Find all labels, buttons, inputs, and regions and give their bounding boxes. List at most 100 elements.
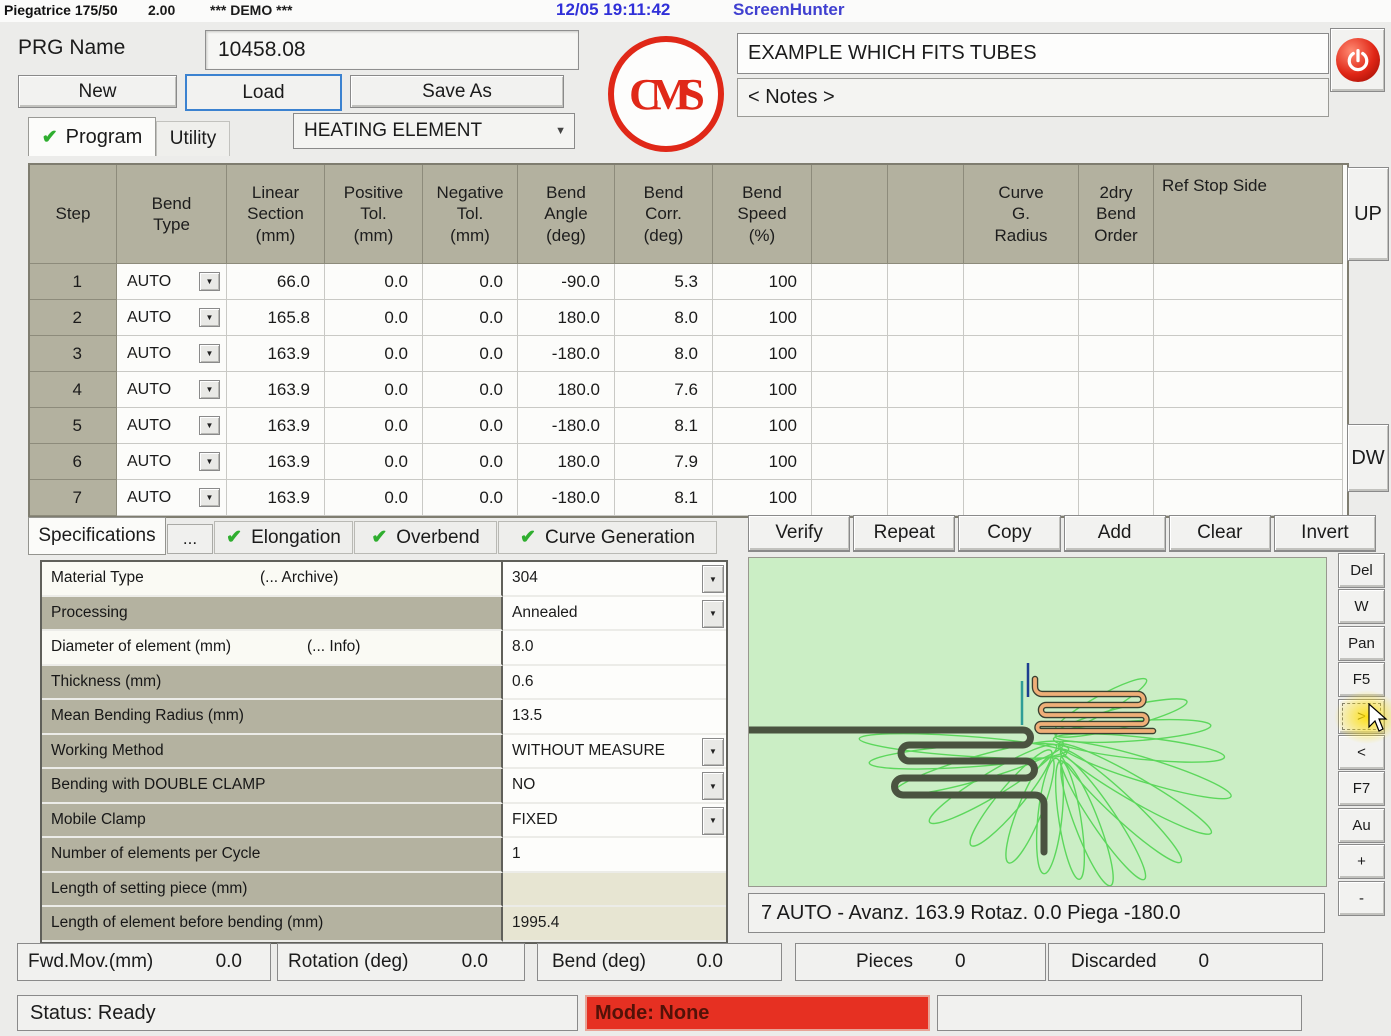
bend-type-cell[interactable]: AUTO ▼ — [117, 300, 227, 336]
notes-field[interactable]: < Notes > — [737, 78, 1329, 117]
cell-angle[interactable]: 180.0 — [518, 300, 615, 336]
cell-neg[interactable]: 0.0 — [423, 408, 518, 444]
cell-speed[interactable]: 100 — [713, 408, 812, 444]
cell-linear[interactable]: 165.8 — [227, 300, 325, 336]
cell-linear[interactable]: 163.9 — [227, 444, 325, 480]
tab-specifications[interactable]: Specifications — [28, 517, 166, 555]
spec-link[interactable]: (... Info) — [307, 638, 361, 656]
bend-type-dropdown-button[interactable]: ▼ — [199, 452, 220, 471]
spec-dropdown-button[interactable]: ▼ — [702, 806, 724, 835]
bend-type-dropdown-button[interactable]: ▼ — [199, 308, 220, 327]
zoom-out-button[interactable]: - — [1338, 880, 1385, 916]
bend-type-cell[interactable]: AUTO ▼ — [117, 444, 227, 480]
bend-type-cell[interactable]: AUTO ▼ — [117, 264, 227, 300]
spec-value-field[interactable]: 304 ▼ — [503, 562, 726, 597]
bend-type-cell[interactable]: AUTO ▼ — [117, 372, 227, 408]
prg-name-input[interactable]: 10458.08 — [205, 30, 579, 70]
cell-neg[interactable]: 0.0 — [423, 300, 518, 336]
program-description-field[interactable]: EXAMPLE WHICH FITS TUBES — [737, 33, 1329, 74]
spec-value-field[interactable]: 13.5 — [503, 700, 726, 735]
bend-type-dropdown-button[interactable]: ▼ — [199, 416, 220, 435]
cell-speed[interactable]: 100 — [713, 336, 812, 372]
cell-corr[interactable]: 8.0 — [615, 336, 713, 372]
cell-pos[interactable]: 0.0 — [325, 300, 423, 336]
cell-pos[interactable]: 0.0 — [325, 444, 423, 480]
bend-preview-canvas[interactable] — [745, 557, 1327, 887]
clear-button[interactable]: Clear — [1168, 515, 1271, 552]
spec-link[interactable]: (... Archive) — [260, 569, 339, 587]
cell-corr[interactable]: 8.0 — [615, 300, 713, 336]
cell-pos[interactable]: 0.0 — [325, 408, 423, 444]
cell-pos[interactable]: 0.0 — [325, 336, 423, 372]
spec-value-field[interactable]: 0.6 — [503, 665, 726, 700]
save-as-button[interactable]: Save As — [350, 75, 564, 108]
spec-dropdown-button[interactable]: ▼ — [702, 565, 724, 593]
cell-angle[interactable]: 180.0 — [518, 372, 615, 408]
spec-value-field[interactable]: 8.0 — [503, 631, 726, 666]
bend-type-dropdown-button[interactable]: ▼ — [199, 272, 220, 291]
invert-button[interactable]: Invert — [1273, 515, 1377, 552]
cell-speed[interactable]: 100 — [713, 372, 812, 408]
spec-dropdown-button[interactable]: ▼ — [702, 737, 724, 766]
cell-corr[interactable]: 8.1 — [615, 480, 713, 516]
tab-more[interactable]: ... — [167, 524, 213, 554]
cell-angle[interactable]: -180.0 — [518, 408, 615, 444]
zoom-in-button[interactable]: + — [1338, 844, 1385, 880]
cell-speed[interactable]: 100 — [713, 444, 812, 480]
cell-corr[interactable]: 7.6 — [615, 372, 713, 408]
cell-corr[interactable]: 5.3 — [615, 264, 713, 300]
new-button[interactable]: New — [18, 75, 177, 108]
cell-angle[interactable]: 180.0 — [518, 444, 615, 480]
cell-linear[interactable]: 163.9 — [227, 408, 325, 444]
spec-value-field[interactable]: FIXED ▼ — [503, 803, 726, 838]
bend-type-cell[interactable]: AUTO ▼ — [117, 336, 227, 372]
auto-button[interactable]: Au — [1338, 807, 1385, 843]
cell-angle[interactable]: -180.0 — [518, 480, 615, 516]
scroll-down-button[interactable]: DW — [1347, 424, 1389, 492]
copy-button[interactable]: Copy — [958, 515, 1061, 552]
f7-button[interactable]: F7 — [1338, 771, 1385, 807]
spec-value-field[interactable]: 1 — [503, 838, 726, 873]
scroll-up-button[interactable]: UP — [1347, 167, 1389, 261]
tab-program[interactable]: ✔ Program — [28, 117, 156, 156]
spec-value-field[interactable]: 1995.4 — [503, 907, 726, 942]
program-type-dropdown[interactable]: HEATING ELEMENT ▼ — [293, 113, 575, 149]
pan-button[interactable]: Pan — [1338, 625, 1385, 661]
cell-pos[interactable]: 0.0 — [325, 264, 423, 300]
cell-neg[interactable]: 0.0 — [423, 444, 518, 480]
spec-value-field[interactable]: Annealed ▼ — [503, 596, 726, 631]
cell-linear[interactable]: 163.9 — [227, 336, 325, 372]
tab-utility[interactable]: Utility — [156, 121, 230, 156]
cell-pos[interactable]: 0.0 — [325, 372, 423, 408]
cell-angle[interactable]: -90.0 — [518, 264, 615, 300]
cell-linear[interactable]: 163.9 — [227, 372, 325, 408]
cell-neg[interactable]: 0.0 — [423, 264, 518, 300]
repeat-button[interactable]: Repeat — [853, 515, 956, 552]
step-forward-button[interactable]: > — [1338, 698, 1385, 734]
cell-angle[interactable]: -180.0 — [518, 336, 615, 372]
tab-curve-generation[interactable]: ✔ Curve Generation — [498, 521, 717, 554]
step-back-button[interactable]: < — [1338, 735, 1385, 770]
bend-type-cell[interactable]: AUTO ▼ — [117, 480, 227, 516]
bend-type-cell[interactable]: AUTO ▼ — [117, 408, 227, 444]
power-exit-button[interactable] — [1330, 28, 1385, 92]
cell-linear[interactable]: 163.9 — [227, 480, 325, 516]
cell-speed[interactable]: 100 — [713, 264, 812, 300]
bend-type-dropdown-button[interactable]: ▼ — [199, 380, 220, 399]
cell-corr[interactable]: 8.1 — [615, 408, 713, 444]
tab-elongation[interactable]: ✔ Elongation — [214, 521, 353, 554]
delete-button[interactable]: Del — [1338, 553, 1385, 588]
bend-type-dropdown-button[interactable]: ▼ — [199, 488, 220, 507]
tab-overbend[interactable]: ✔ Overbend — [354, 521, 497, 554]
cell-speed[interactable]: 100 — [713, 300, 812, 336]
add-button[interactable]: Add — [1063, 515, 1166, 552]
spec-value-field[interactable]: NO ▼ — [503, 769, 726, 804]
f5-button[interactable]: F5 — [1338, 662, 1385, 698]
cell-speed[interactable]: 100 — [713, 480, 812, 516]
w-button[interactable]: W — [1338, 589, 1385, 625]
cell-pos[interactable]: 0.0 — [325, 480, 423, 516]
cell-neg[interactable]: 0.0 — [423, 372, 518, 408]
spec-value-field[interactable]: WITHOUT MEASURE ▼ — [503, 734, 726, 769]
cell-neg[interactable]: 0.0 — [423, 336, 518, 372]
spec-dropdown-button[interactable]: ▼ — [702, 599, 724, 628]
